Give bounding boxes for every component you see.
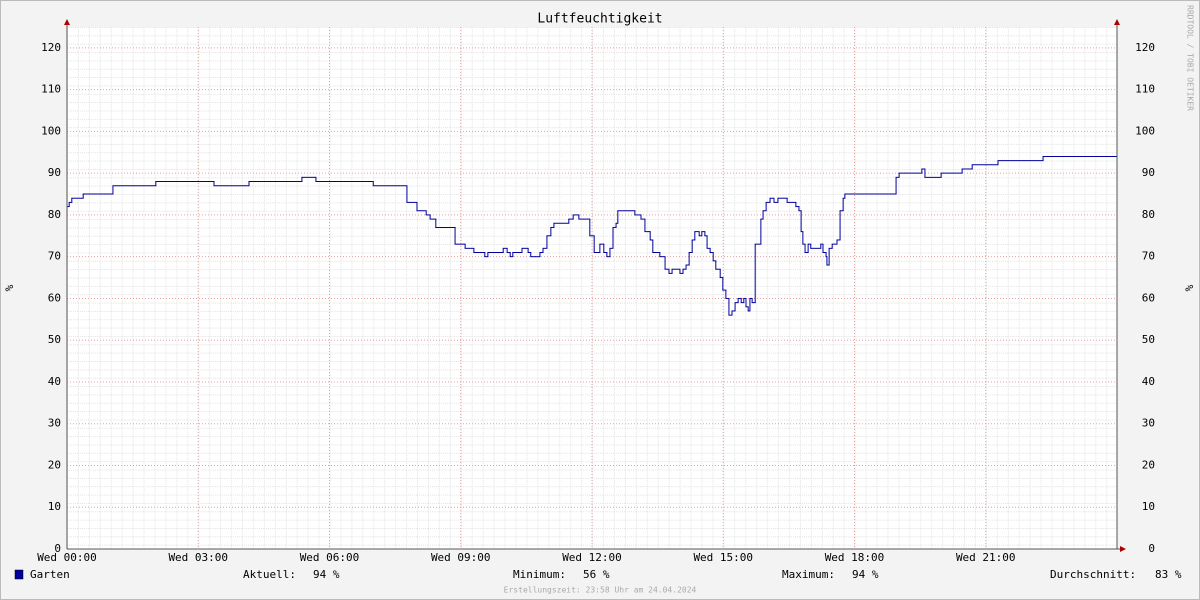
x-tick-label: Wed 15:00 bbox=[693, 551, 753, 564]
y-tick-label: 0 bbox=[54, 542, 61, 555]
y2-tick-label: 40 bbox=[1142, 375, 1155, 388]
legend-stats: Aktuell: 94 % Minimum: 56 % Maximum: 94 % Durc… bbox=[243, 568, 1182, 581]
y-tick-label: 30 bbox=[48, 417, 61, 430]
y-axis-label: % bbox=[3, 284, 16, 291]
y2-tick-label: 30 bbox=[1142, 417, 1155, 430]
y-tick-label: 70 bbox=[48, 250, 61, 263]
y-tick-label: 10 bbox=[48, 500, 61, 513]
footer: Erstellungszeit: 23:58 Uhr am 24.04.2024 bbox=[504, 586, 697, 595]
x-tick-label: Wed 21:00 bbox=[956, 551, 1016, 564]
x-tick-label: Wed 00:00 bbox=[37, 551, 97, 564]
y2-tick-label: 80 bbox=[1142, 208, 1155, 221]
x-tick-label: Wed 12:00 bbox=[562, 551, 622, 564]
stat-value: 83 % bbox=[1155, 568, 1182, 581]
y-tick-label: 100 bbox=[41, 124, 61, 137]
y-tick-label: 120 bbox=[41, 41, 61, 54]
y-tick-label: 110 bbox=[41, 83, 61, 96]
y-tick-label: 90 bbox=[48, 166, 61, 179]
y2-tick-label: 50 bbox=[1142, 333, 1155, 346]
y2-tick-label: 100 bbox=[1135, 124, 1155, 137]
stat-value: 56 % bbox=[583, 568, 610, 581]
stat-value: 94 % bbox=[313, 568, 340, 581]
y2-tick-label: 70 bbox=[1142, 250, 1155, 263]
y2-tick-label: 10 bbox=[1142, 500, 1155, 513]
y-tick-label: 20 bbox=[48, 458, 61, 471]
watermark: RRDTOOL / TOBI OETIKER bbox=[1186, 5, 1195, 111]
y2-tick-label: 0 bbox=[1148, 542, 1155, 555]
stat-value: 94 % bbox=[852, 568, 879, 581]
y2-tick-label: 60 bbox=[1142, 291, 1155, 304]
y2-tick-label: 20 bbox=[1142, 458, 1155, 471]
x-tick-label: Wed 18:00 bbox=[825, 551, 885, 564]
plot bbox=[66, 155, 1118, 316]
legend-label: Garten bbox=[30, 568, 70, 581]
y-tick-label: 40 bbox=[48, 375, 61, 388]
y2-tick-label: 110 bbox=[1135, 83, 1155, 96]
y-tick-label: 50 bbox=[48, 333, 61, 346]
x-tick-label: Wed 09:00 bbox=[431, 551, 491, 564]
stat-label: Durchschnitt: bbox=[1050, 568, 1136, 581]
stat-label: Aktuell: bbox=[243, 568, 296, 581]
y2-axis-label: % bbox=[1183, 284, 1196, 291]
y2-tick-label: 90 bbox=[1142, 166, 1155, 179]
x-tick-label: Wed 03:00 bbox=[168, 551, 228, 564]
y2-tick-label: 120 bbox=[1135, 41, 1155, 54]
stat-label: Maximum: bbox=[782, 568, 835, 581]
y-tick-label: 60 bbox=[48, 291, 61, 304]
x-tick-label: Wed 06:00 bbox=[300, 551, 360, 564]
y-tick-label: 80 bbox=[48, 208, 61, 221]
chart-title: Luftfeuchtigkeit bbox=[537, 12, 662, 27]
stat-label: Minimum: bbox=[513, 568, 566, 581]
legend-swatch bbox=[14, 569, 24, 580]
